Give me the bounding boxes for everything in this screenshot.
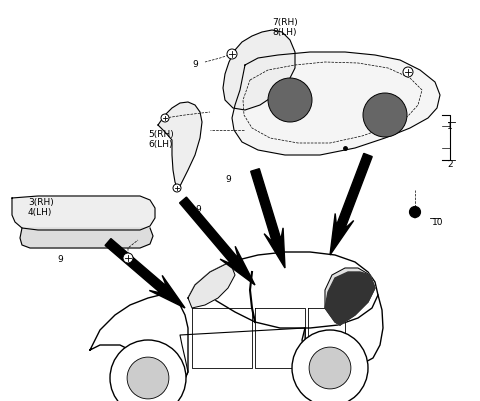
Polygon shape <box>330 154 372 255</box>
Text: 9: 9 <box>225 175 231 184</box>
Text: 10: 10 <box>432 218 444 227</box>
Circle shape <box>268 78 312 122</box>
Text: 1: 1 <box>447 122 453 131</box>
Text: 2: 2 <box>447 160 453 169</box>
Text: 4(LH): 4(LH) <box>28 208 52 217</box>
Polygon shape <box>158 102 202 190</box>
Polygon shape <box>325 272 375 325</box>
Circle shape <box>123 253 133 263</box>
Text: 3(RH): 3(RH) <box>28 198 54 207</box>
Text: 7(RH): 7(RH) <box>272 18 298 27</box>
Polygon shape <box>223 30 295 110</box>
Polygon shape <box>232 52 440 155</box>
Circle shape <box>161 114 169 122</box>
Circle shape <box>409 207 420 217</box>
Text: 5(RH): 5(RH) <box>148 130 174 139</box>
Circle shape <box>403 67 413 77</box>
Polygon shape <box>302 295 383 368</box>
Text: 8(LH): 8(LH) <box>272 28 297 37</box>
Polygon shape <box>90 295 188 393</box>
Polygon shape <box>180 197 255 285</box>
Text: 9: 9 <box>195 205 201 214</box>
Polygon shape <box>12 196 155 230</box>
Circle shape <box>127 357 169 399</box>
Polygon shape <box>188 262 235 308</box>
Text: 9: 9 <box>192 60 198 69</box>
Polygon shape <box>188 252 378 328</box>
Circle shape <box>309 347 351 389</box>
Circle shape <box>292 330 368 401</box>
Circle shape <box>110 340 186 401</box>
Polygon shape <box>20 228 153 248</box>
Polygon shape <box>251 169 285 268</box>
Polygon shape <box>411 210 419 218</box>
Circle shape <box>227 49 237 59</box>
Circle shape <box>363 93 407 137</box>
Polygon shape <box>105 239 185 308</box>
Text: 9: 9 <box>57 255 63 264</box>
Polygon shape <box>325 268 375 325</box>
Polygon shape <box>130 328 315 393</box>
Text: 6(LH): 6(LH) <box>148 140 172 149</box>
Circle shape <box>173 184 181 192</box>
